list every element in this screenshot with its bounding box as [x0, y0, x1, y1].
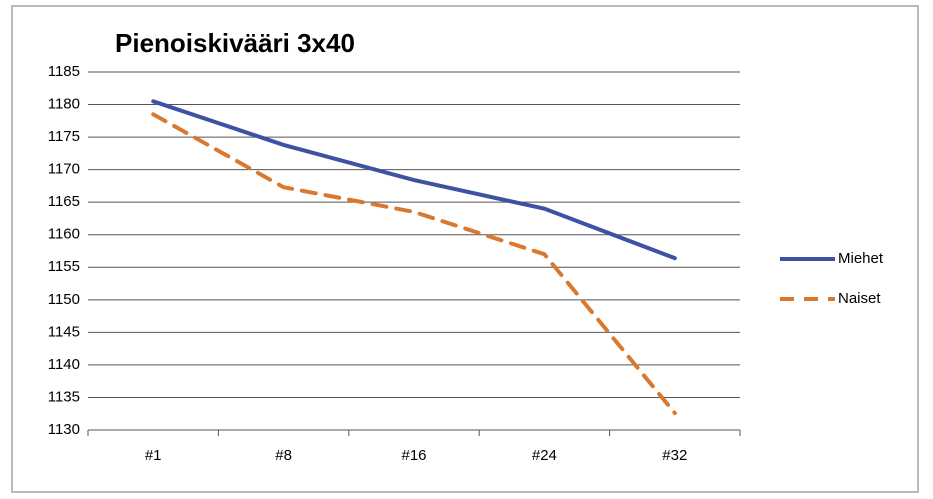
x-tick-label: #32: [662, 447, 687, 464]
chart-frame: [11, 5, 919, 493]
series-line: [151, 99, 677, 261]
y-tick-label: 1145: [48, 323, 80, 340]
series-line: [151, 112, 677, 416]
x-tick-label: #1: [145, 447, 162, 464]
y-tick-label: 1155: [48, 258, 80, 275]
y-tick-label: 1170: [48, 161, 80, 178]
chart-title: Pienoiskivääri 3x40: [115, 28, 355, 58]
y-tick-label: 1160: [48, 226, 80, 243]
y-tick-label: 1180: [48, 96, 80, 113]
legend-label: Naiset: [838, 290, 881, 307]
y-tick-label: 1140: [48, 356, 80, 373]
y-tick-label: 1175: [48, 128, 80, 145]
y-tick-label: 1165: [48, 193, 80, 210]
y-tick-label: 1185: [48, 63, 80, 80]
x-tick-label: #24: [532, 447, 557, 464]
legend-label: Miehet: [838, 250, 884, 267]
y-tick-label: 1130: [48, 421, 80, 438]
y-tick-label: 1135: [48, 388, 80, 405]
x-tick-label: #16: [401, 447, 426, 464]
x-tick-label: #8: [275, 447, 292, 464]
y-tick-label: 1150: [48, 291, 80, 308]
